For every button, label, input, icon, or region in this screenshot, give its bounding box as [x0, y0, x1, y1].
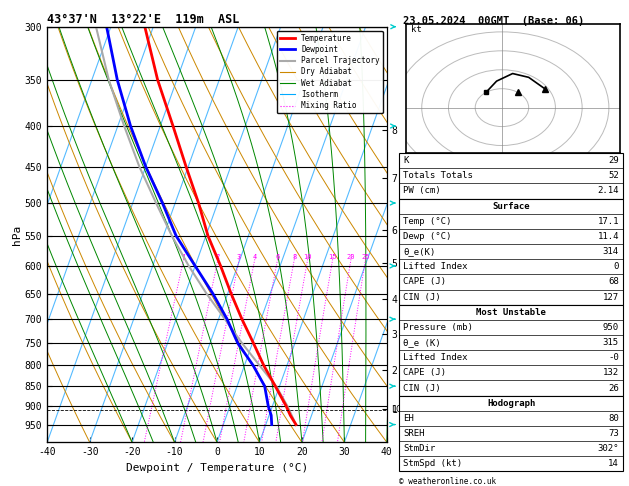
Text: StmDir: StmDir — [403, 444, 435, 453]
Text: Temp (°C): Temp (°C) — [403, 217, 452, 226]
Text: Dewp (°C): Dewp (°C) — [403, 232, 452, 241]
Text: 26: 26 — [608, 383, 619, 393]
Text: Lifted Index: Lifted Index — [403, 262, 468, 271]
Text: 3: 3 — [237, 254, 241, 260]
Text: 43°37'N  13°22'E  119m  ASL: 43°37'N 13°22'E 119m ASL — [47, 13, 240, 26]
Text: K: K — [403, 156, 409, 165]
Y-axis label: hPa: hPa — [12, 225, 22, 244]
Text: Hodograph: Hodograph — [487, 399, 535, 408]
Text: CAPE (J): CAPE (J) — [403, 278, 446, 286]
Text: 15: 15 — [328, 254, 337, 260]
Text: 132: 132 — [603, 368, 619, 378]
Text: 314: 314 — [603, 247, 619, 256]
Text: 11.4: 11.4 — [598, 232, 619, 241]
Legend: Temperature, Dewpoint, Parcel Trajectory, Dry Adiabat, Wet Adiabat, Isotherm, Mi: Temperature, Dewpoint, Parcel Trajectory… — [277, 31, 383, 113]
Text: 68: 68 — [608, 278, 619, 286]
Text: Most Unstable: Most Unstable — [476, 308, 546, 317]
Text: 25: 25 — [361, 254, 370, 260]
Y-axis label: km
ASL: km ASL — [403, 224, 420, 245]
Text: 4: 4 — [252, 254, 257, 260]
Text: 52: 52 — [608, 172, 619, 180]
Text: 14: 14 — [608, 459, 619, 469]
Text: 302°: 302° — [598, 444, 619, 453]
Text: 127: 127 — [603, 293, 619, 302]
Text: Surface: Surface — [493, 202, 530, 210]
Text: -0: -0 — [608, 353, 619, 362]
Text: CAPE (J): CAPE (J) — [403, 368, 446, 378]
Text: 17.1: 17.1 — [598, 217, 619, 226]
Text: 2: 2 — [216, 254, 220, 260]
Text: PW (cm): PW (cm) — [403, 187, 441, 195]
Text: © weatheronline.co.uk: © weatheronline.co.uk — [399, 477, 496, 486]
Y-axis label: Mixing Ratio (g/kg): Mixing Ratio (g/kg) — [443, 183, 452, 286]
Text: 80: 80 — [608, 414, 619, 423]
Text: θ_e(K): θ_e(K) — [403, 247, 435, 256]
Text: θ_e (K): θ_e (K) — [403, 338, 441, 347]
Text: 23.05.2024  00GMT  (Base: 06): 23.05.2024 00GMT (Base: 06) — [403, 16, 584, 26]
Text: SREH: SREH — [403, 429, 425, 438]
Text: Totals Totals: Totals Totals — [403, 172, 473, 180]
Text: CIN (J): CIN (J) — [403, 383, 441, 393]
Text: 29: 29 — [608, 156, 619, 165]
X-axis label: Dewpoint / Temperature (°C): Dewpoint / Temperature (°C) — [126, 463, 308, 473]
Text: 8: 8 — [292, 254, 296, 260]
Text: 315: 315 — [603, 338, 619, 347]
Text: 1: 1 — [181, 254, 186, 260]
Text: Lifted Index: Lifted Index — [403, 353, 468, 362]
Text: 2.14: 2.14 — [598, 187, 619, 195]
Text: 20: 20 — [347, 254, 355, 260]
Text: StmSpd (kt): StmSpd (kt) — [403, 459, 462, 469]
Text: EH: EH — [403, 414, 414, 423]
Text: 6: 6 — [276, 254, 279, 260]
Text: 950: 950 — [603, 323, 619, 332]
Text: CIN (J): CIN (J) — [403, 293, 441, 302]
Text: Pressure (mb): Pressure (mb) — [403, 323, 473, 332]
Text: kt: kt — [411, 25, 422, 34]
Text: 73: 73 — [608, 429, 619, 438]
Text: LCL: LCL — [391, 405, 406, 414]
Text: 0: 0 — [613, 262, 619, 271]
Text: 10: 10 — [303, 254, 312, 260]
